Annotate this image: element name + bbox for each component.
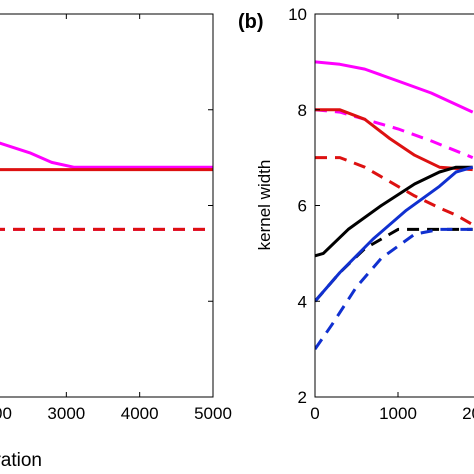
y-tick-label: 2	[298, 388, 307, 407]
y-tick-label: 8	[298, 101, 307, 120]
series-line	[315, 60, 474, 114]
x-tick-label: 2000	[0, 404, 12, 423]
x-tick-label: 1000	[379, 404, 417, 423]
y-tick-label: 4	[298, 292, 307, 311]
series-line	[315, 165, 473, 258]
plot-lines	[315, 60, 474, 350]
plot-frame	[0, 13, 214, 398]
series-line	[315, 108, 474, 159]
series-line	[0, 141, 213, 169]
y-axis-label: kernel width	[255, 160, 274, 251]
series-line	[315, 156, 474, 226]
plot-frame	[314, 13, 474, 398]
y-tick-label: 6	[298, 197, 307, 216]
x-tick-label: 0	[310, 404, 319, 423]
panel-label: (b)	[238, 11, 264, 33]
series-line	[315, 108, 473, 172]
y-tick-label: 10	[288, 5, 307, 24]
plot-lines	[0, 141, 213, 231]
series-line	[315, 227, 473, 350]
x-axis-label: Iteration	[0, 450, 42, 471]
x-tick-label: 4000	[121, 404, 159, 423]
x-tick-label: 3000	[47, 404, 85, 423]
x-tick-label: 5000	[194, 404, 232, 423]
x-tick-label: 2000	[462, 404, 474, 423]
series-line	[315, 165, 474, 303]
